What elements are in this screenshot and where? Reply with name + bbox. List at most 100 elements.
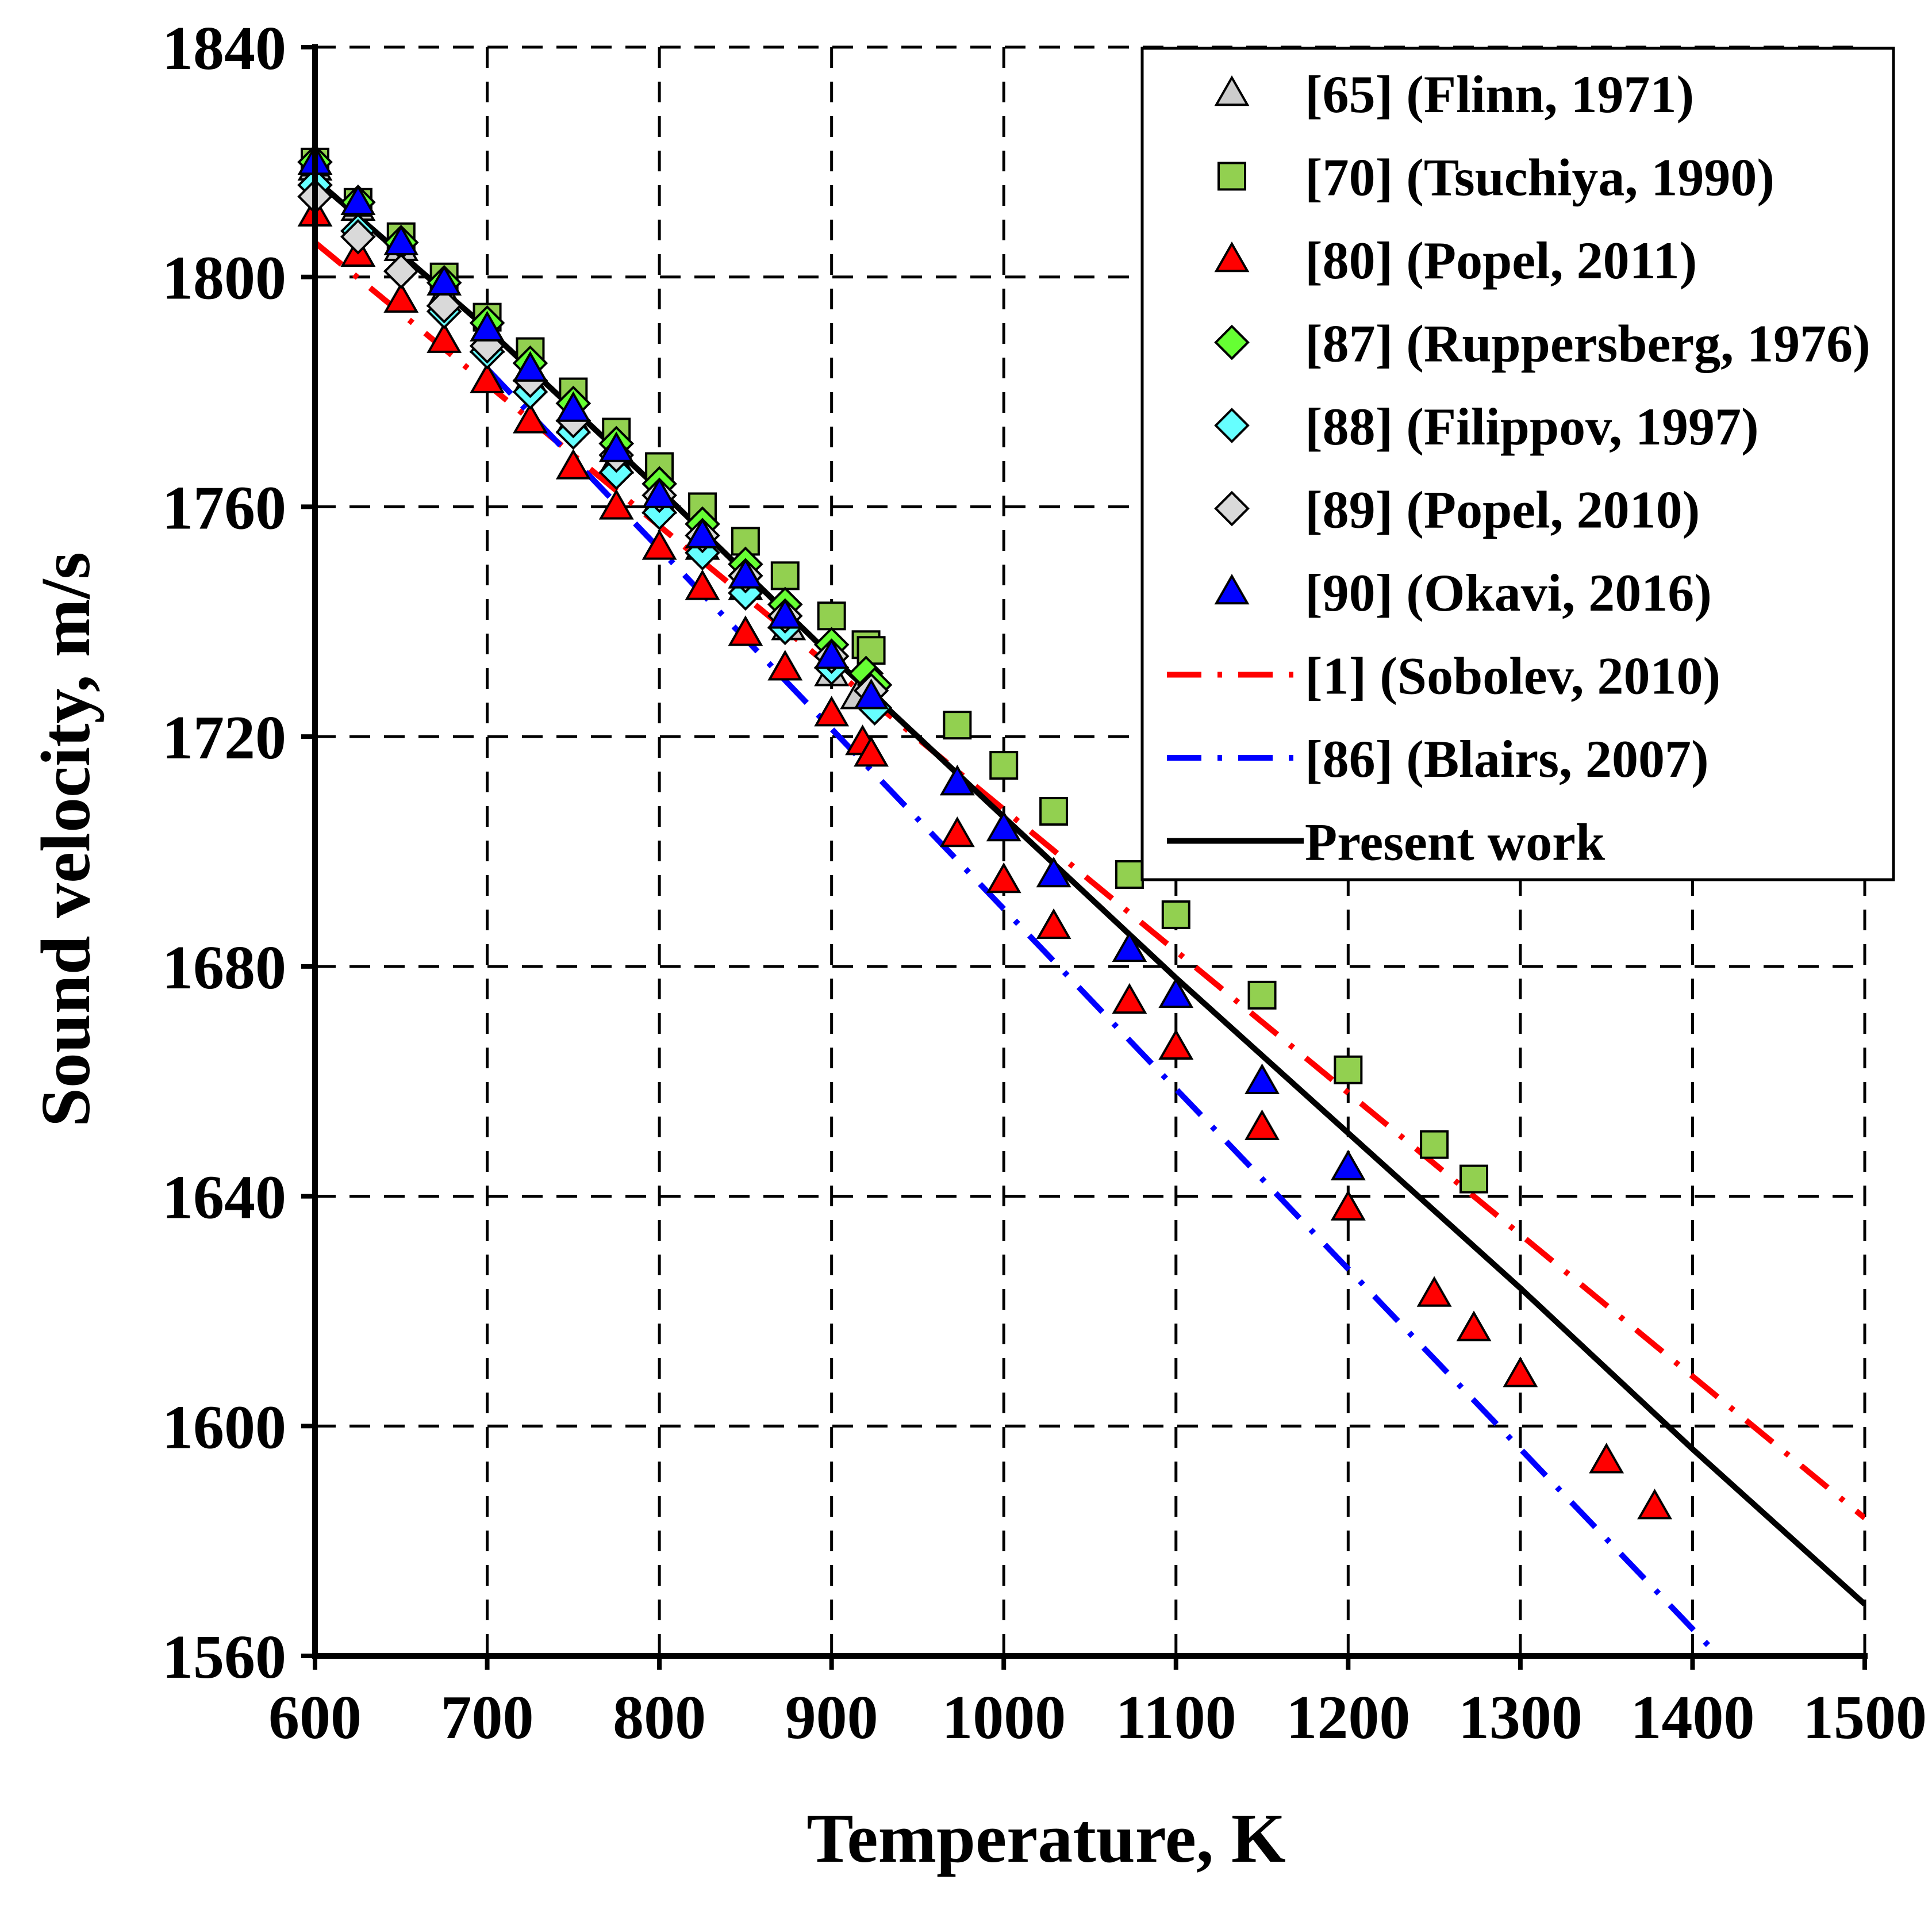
data-point bbox=[939, 816, 975, 847]
data-point bbox=[1247, 980, 1277, 1010]
data-point bbox=[685, 569, 720, 600]
x-tick-label: 1200 bbox=[1286, 1683, 1410, 1752]
legend: [65] (Flinn, 1971) [70] (Tsuchiya, 1990) [… bbox=[1140, 47, 1895, 881]
x-tick-label: 1500 bbox=[1803, 1683, 1927, 1752]
data-point bbox=[1161, 900, 1190, 929]
y-tick-label: 1680 bbox=[162, 934, 286, 1002]
legend-label: [87] (Ruppersberg, 1976) bbox=[1305, 315, 1870, 373]
y-tick-label: 1840 bbox=[162, 14, 286, 83]
data-point bbox=[854, 736, 889, 767]
legend-entry-87-ruppersberg-1976: [87] (Ruppersberg, 1976) bbox=[1214, 315, 1870, 373]
data-point bbox=[555, 391, 591, 422]
axes bbox=[301, 44, 1868, 1670]
legend-symbol bbox=[1214, 573, 1250, 605]
series-90-okavi-2016 bbox=[297, 144, 1366, 1180]
y-tick-label: 1600 bbox=[162, 1393, 286, 1462]
tick-labels: 1560 1600 1640 1680 1720 1760 1800 1840 600 700 80… bbox=[162, 14, 1927, 1752]
data-point bbox=[340, 218, 376, 255]
data-point bbox=[767, 598, 803, 629]
y-tick-label: 1720 bbox=[162, 704, 286, 772]
data-point bbox=[939, 765, 975, 796]
data-point bbox=[598, 489, 634, 520]
legend-label: [90] (Okavi, 2016) bbox=[1305, 563, 1712, 622]
data-point bbox=[814, 696, 850, 727]
data-point bbox=[470, 310, 505, 342]
legend-entry-80-popel-2011: [80] (Popel, 2011) bbox=[1214, 231, 1697, 290]
data-point bbox=[470, 362, 505, 393]
x-tick-label: 1400 bbox=[1630, 1683, 1754, 1752]
data-point bbox=[383, 224, 419, 256]
data-point bbox=[1589, 1443, 1624, 1474]
data-point bbox=[1503, 1356, 1538, 1387]
legend-label: [86] (Blairs, 2007) bbox=[1305, 730, 1709, 788]
data-point bbox=[943, 711, 972, 740]
data-markers bbox=[297, 144, 1672, 1520]
data-point bbox=[1158, 977, 1194, 1008]
data-point bbox=[814, 638, 850, 669]
data-point bbox=[642, 529, 677, 560]
legend-symbol bbox=[1214, 75, 1250, 106]
legend-entry-90-okavi-2016: [90] (Okavi, 2016) bbox=[1214, 563, 1712, 622]
data-point bbox=[856, 636, 886, 665]
data-point bbox=[555, 448, 591, 480]
x-tick-label: 800 bbox=[613, 1683, 706, 1752]
data-point bbox=[728, 558, 763, 589]
data-point bbox=[989, 751, 1019, 780]
data-point bbox=[1112, 931, 1147, 962]
legend-label: [65] (Flinn, 1971) bbox=[1305, 65, 1694, 124]
data-point bbox=[1416, 1276, 1452, 1307]
legend-symbol bbox=[1214, 241, 1250, 273]
x-tick-label: 1100 bbox=[1116, 1683, 1236, 1752]
data-point bbox=[1115, 860, 1144, 889]
data-point bbox=[427, 322, 462, 353]
legend-entry-present-work: Present work bbox=[1167, 813, 1605, 872]
data-point bbox=[427, 264, 462, 296]
y-tick-label: 1640 bbox=[162, 1164, 286, 1232]
legend-entry-65-flinn-1971: [65] (Flinn, 1971) bbox=[1214, 65, 1694, 124]
data-point bbox=[1245, 1063, 1280, 1094]
data-point bbox=[1158, 1029, 1194, 1060]
data-point bbox=[685, 517, 720, 549]
series-line-86-blairs-2007 bbox=[485, 367, 1720, 1656]
y-tick-label: 1560 bbox=[162, 1623, 286, 1692]
legend-symbol bbox=[1214, 408, 1250, 443]
data-point bbox=[817, 601, 846, 631]
y-tick-label: 1760 bbox=[162, 474, 286, 542]
data-point bbox=[728, 615, 763, 646]
legend-entry-88-filippov-1997: [88] (Filippov, 1997) bbox=[1214, 397, 1759, 456]
data-point bbox=[986, 810, 1021, 842]
data-point bbox=[598, 431, 634, 462]
legend-box bbox=[1140, 47, 1895, 881]
data-point bbox=[383, 282, 419, 313]
data-point bbox=[770, 561, 800, 590]
legend-entry-1-sobolev-2010: [1] (Sobolev, 2010) bbox=[1167, 647, 1720, 705]
data-point bbox=[426, 287, 462, 324]
data-point bbox=[1036, 908, 1071, 939]
data-point bbox=[1330, 1190, 1366, 1221]
data-point bbox=[1036, 856, 1071, 888]
legend-label: [70] (Tsuchiya, 1990) bbox=[1305, 148, 1774, 207]
y-axis-title: Sound velocity, m/s bbox=[27, 552, 105, 1127]
x-axis-title: Temperature, K bbox=[806, 1800, 1286, 1877]
x-tick-label: 600 bbox=[268, 1683, 362, 1752]
data-point bbox=[340, 184, 376, 216]
x-tick-label: 900 bbox=[785, 1683, 878, 1752]
y-tick-label: 1800 bbox=[162, 244, 286, 313]
data-point bbox=[642, 477, 677, 508]
data-point bbox=[1456, 1310, 1492, 1341]
legend-symbol bbox=[1214, 324, 1250, 361]
legend-label: [80] (Popel, 2011) bbox=[1305, 231, 1697, 290]
data-point bbox=[854, 678, 889, 710]
x-tick-label: 700 bbox=[441, 1683, 534, 1752]
data-point bbox=[767, 650, 803, 681]
legend-entry-89-popel-2010: [89] (Popel, 2010) bbox=[1214, 481, 1700, 539]
series-80-popel-2011 bbox=[297, 195, 1672, 1520]
series-line-1-sobolev-2010 bbox=[315, 240, 1865, 1521]
data-point bbox=[1330, 1149, 1366, 1180]
data-point bbox=[1245, 1109, 1280, 1140]
data-point bbox=[1420, 1130, 1449, 1159]
legend-entry-86-blairs-2007: [86] (Blairs, 2007) bbox=[1167, 730, 1709, 788]
data-point bbox=[1459, 1164, 1489, 1194]
